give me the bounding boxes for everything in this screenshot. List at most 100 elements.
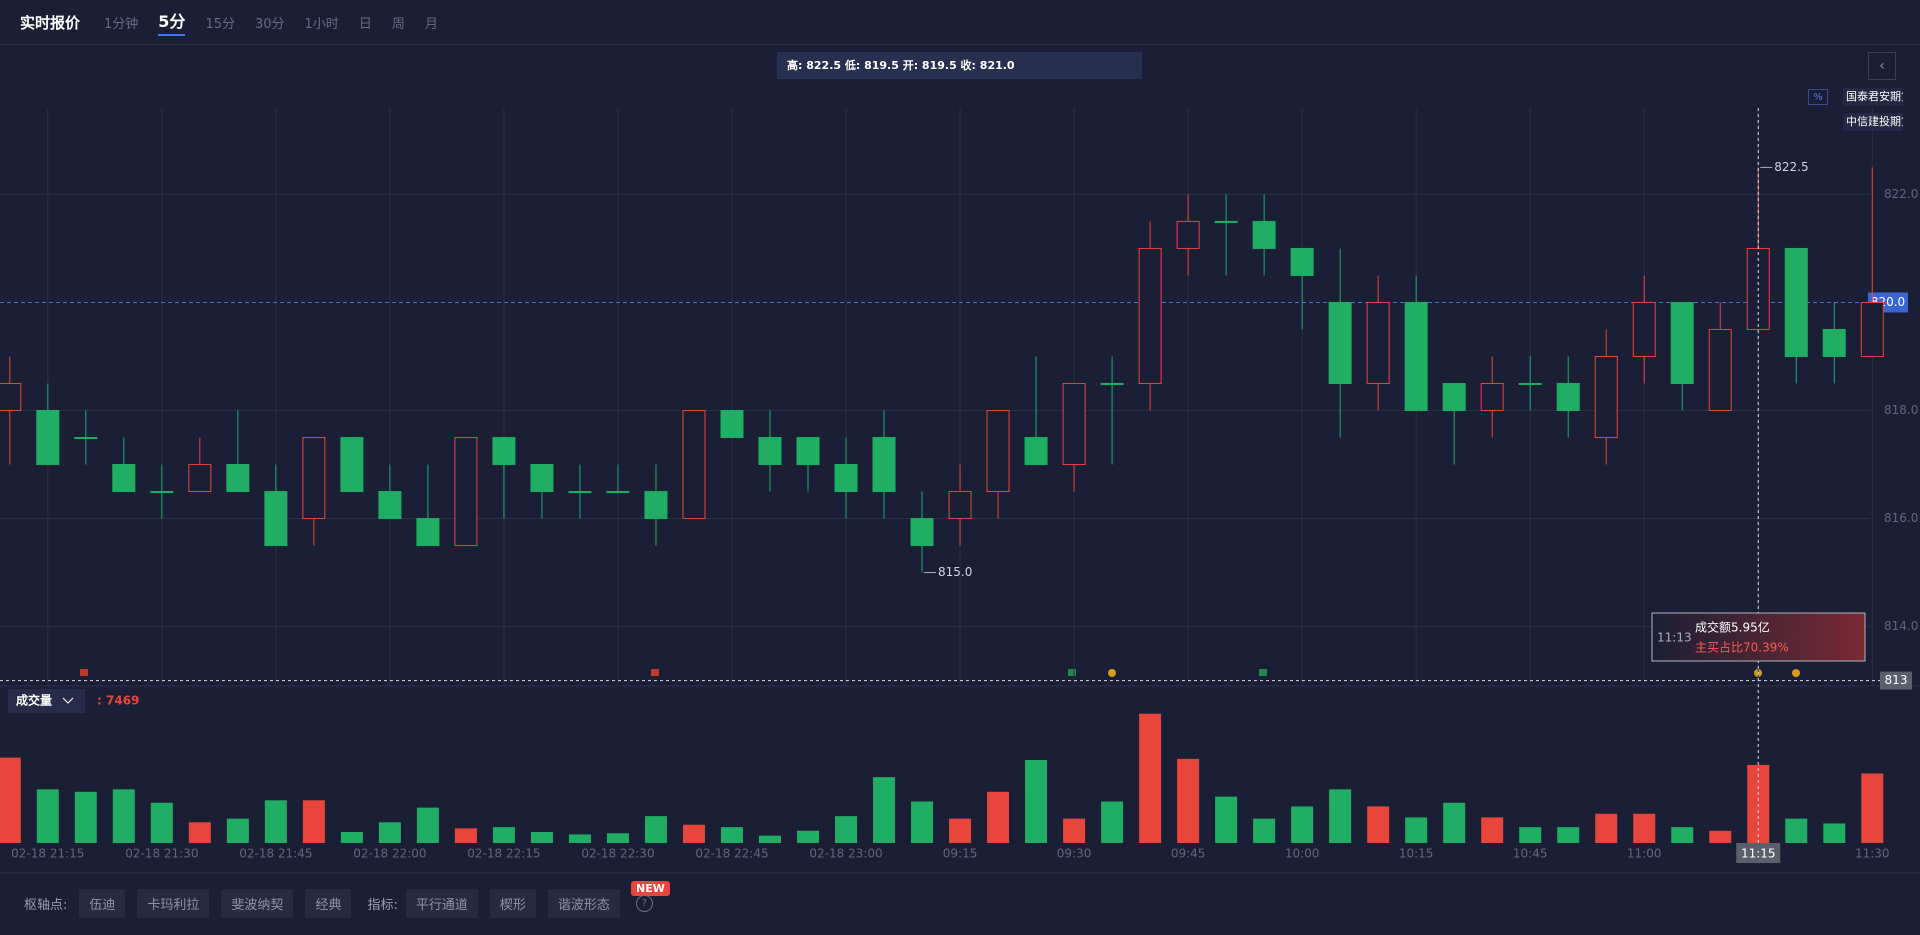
volume-bar xyxy=(759,835,781,843)
volume-bar xyxy=(150,802,173,843)
candle-body xyxy=(948,491,972,520)
interval-tab[interactable]: 周 xyxy=(391,16,405,32)
pivot-button[interactable]: 经典 xyxy=(305,888,352,918)
y-tick-label: 816.0 xyxy=(1884,511,1918,525)
interval-tab[interactable]: 30分 xyxy=(254,16,285,32)
candle-body xyxy=(834,464,858,493)
candle-body xyxy=(340,437,364,493)
x-tick-label: 02-18 22:15 xyxy=(467,847,540,861)
collapse-button[interactable]: ‹ xyxy=(1868,52,1896,80)
candle-body xyxy=(302,437,326,520)
candle-body xyxy=(378,491,402,520)
volume-bar xyxy=(568,834,591,843)
bottom-bar: 枢轴点: 伍迪 卡玛利拉 斐波纳契 经典 指标: 平行通道 楔形 谐波形态? xyxy=(0,887,1920,919)
candle-body xyxy=(1594,355,1618,439)
candle-body xyxy=(1176,220,1200,249)
volume-bar xyxy=(0,757,21,843)
volume-bar xyxy=(302,800,325,843)
candle-body xyxy=(454,437,478,547)
extreme-label: 822.5 xyxy=(1774,160,1808,174)
volume-bar xyxy=(1367,806,1390,843)
candle-body xyxy=(1214,220,1238,223)
volume-bar xyxy=(1709,830,1732,843)
volume-selector[interactable] xyxy=(8,689,85,713)
x-tick-label: 02-18 22:45 xyxy=(695,847,768,861)
volume-bar xyxy=(1253,818,1276,843)
interval-tab[interactable]: 月 xyxy=(424,16,438,32)
y-tick-label: 822.0 xyxy=(1884,187,1918,201)
candle-body xyxy=(1556,382,1580,412)
volume-bar xyxy=(1177,758,1200,843)
chart: 成交量 814.0 816.0 818.0 822.0 02-18 21:15 02-18… xyxy=(0,108,1920,874)
volume-bar xyxy=(74,791,97,843)
candle-body xyxy=(150,491,174,494)
candle-body xyxy=(1442,382,1466,412)
volume-bar xyxy=(797,830,820,843)
interval-tab[interactable]: 15分 xyxy=(205,16,235,32)
pivot-button[interactable]: 卡玛利拉 xyxy=(137,888,210,918)
help-icon[interactable]: ? xyxy=(635,894,653,912)
indicator-button[interactable]: 平行通道 xyxy=(405,888,478,918)
volume-bar xyxy=(1481,817,1504,843)
volume-label[interactable]: 成交量 xyxy=(16,693,52,708)
tooltip xyxy=(1651,612,1866,662)
volume-bar xyxy=(1785,818,1808,843)
volume-bar xyxy=(987,791,1010,843)
volume-bar xyxy=(682,824,705,843)
indicator-button[interactable]: 谐波形态 xyxy=(547,888,620,918)
volume-bar xyxy=(1633,813,1656,843)
volume-bar xyxy=(949,818,972,843)
volume-bar xyxy=(873,777,896,843)
volume-bar xyxy=(911,801,934,843)
x-tick-label: 02-18 22:00 xyxy=(353,847,426,861)
interval-tab[interactable]: 1小时 xyxy=(304,16,339,32)
event-icon xyxy=(1259,669,1267,676)
candle-body xyxy=(492,437,516,466)
candle-body xyxy=(1518,382,1542,385)
x-tick-label: 02-18 23:00 xyxy=(809,847,882,861)
candle-body xyxy=(1062,382,1086,466)
candle-body xyxy=(112,464,136,493)
interval-tab[interactable]: 5分 xyxy=(158,8,186,36)
candle-body xyxy=(1290,247,1314,276)
candle-body xyxy=(644,491,668,520)
candle-body xyxy=(74,437,98,440)
volume-bar xyxy=(606,833,629,843)
tooltip-ratio: 主买占比70.39% xyxy=(1695,640,1789,655)
volume-bar xyxy=(1405,817,1428,843)
y-tick-label: 818.0 xyxy=(1884,403,1918,417)
event-icon xyxy=(1792,669,1800,677)
pivot-label: 枢轴点: xyxy=(24,897,68,913)
event-icon xyxy=(1068,669,1076,676)
new-badge: NEW xyxy=(631,881,670,896)
x-tick-label: 02-18 22:30 xyxy=(581,847,654,861)
candle-body xyxy=(226,464,250,493)
volume-bar xyxy=(720,827,743,843)
pivot-button[interactable]: 伍迪 xyxy=(79,888,126,918)
percent-toggle[interactable]: % xyxy=(1808,89,1828,105)
x-tick-label: 11:30 xyxy=(1855,847,1890,861)
candle-body xyxy=(1784,247,1808,357)
volume-bar xyxy=(1025,760,1048,843)
broker-tag[interactable]: 国泰君安期货 xyxy=(1843,88,1903,106)
indicator-button[interactable]: 楔形 xyxy=(489,888,536,918)
candle-body xyxy=(568,491,592,494)
candle-body xyxy=(1328,301,1352,384)
title: 实时报价 xyxy=(20,13,81,32)
volume-bar xyxy=(1747,764,1770,843)
candle-body xyxy=(1480,382,1504,412)
broker-tag[interactable]: 中信建投期货 xyxy=(1843,113,1903,131)
event-icon xyxy=(1108,669,1116,677)
volume-bar xyxy=(492,827,515,843)
interval-tab[interactable]: 日 xyxy=(358,16,372,32)
volume-bar xyxy=(1443,802,1466,843)
candle-body xyxy=(720,410,744,439)
volume-bar xyxy=(36,789,59,843)
tooltip-time: 11:13 xyxy=(1657,631,1692,645)
x-tick-label: 10:00 xyxy=(1285,847,1320,861)
pivot-button[interactable]: 斐波纳契 xyxy=(221,888,294,918)
interval-tab[interactable]: 1分钟 xyxy=(104,16,139,32)
candle-body xyxy=(0,382,22,412)
x-tick-label: 10:45 xyxy=(1513,847,1548,861)
